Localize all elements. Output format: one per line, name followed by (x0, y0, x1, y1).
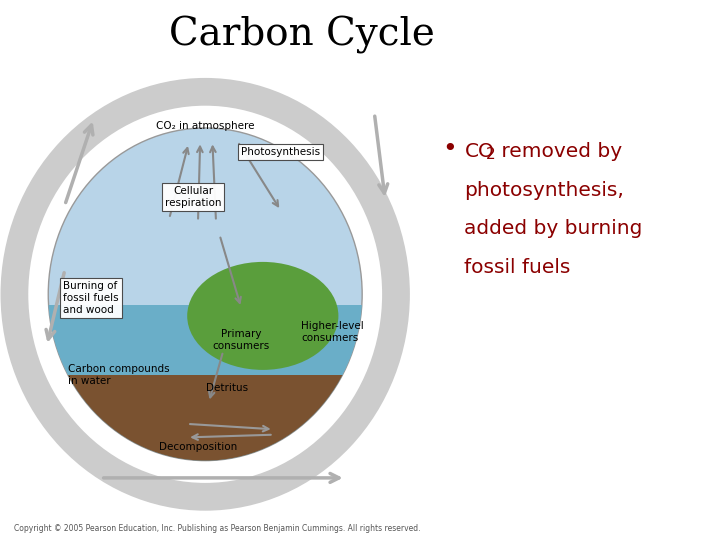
Text: fossil fuels: fossil fuels (464, 258, 571, 278)
Text: Copyright © 2005 Pearson Education, Inc. Publishing as Pearson Benjamin Cummings: Copyright © 2005 Pearson Education, Inc.… (14, 524, 421, 532)
Text: Higher-level
consumers: Higher-level consumers (301, 321, 364, 343)
Text: added by burning: added by burning (464, 219, 643, 239)
Text: Primary
consumers: Primary consumers (212, 329, 270, 351)
Ellipse shape (187, 262, 338, 370)
Text: •: • (443, 137, 457, 160)
Text: Decomposition: Decomposition (159, 442, 237, 452)
Text: CO: CO (464, 141, 494, 161)
Text: CO₂ in atmosphere: CO₂ in atmosphere (156, 120, 254, 131)
Text: Detritus: Detritus (206, 383, 248, 393)
Text: Burning of
fossil fuels
and wood: Burning of fossil fuels and wood (63, 281, 119, 315)
Bar (48, 375, 362, 461)
Text: photosynthesis,: photosynthesis, (464, 180, 624, 200)
Text: Carbon Cycle: Carbon Cycle (169, 16, 436, 54)
Text: Photosynthesis: Photosynthesis (241, 147, 320, 157)
Text: Cellular
respiration: Cellular respiration (165, 186, 221, 208)
Text: Carbon compounds
in water: Carbon compounds in water (68, 364, 170, 386)
Bar (48, 305, 362, 461)
Ellipse shape (48, 128, 362, 461)
Text: 2: 2 (486, 147, 495, 163)
Ellipse shape (37, 116, 373, 472)
Text: removed by: removed by (495, 141, 622, 161)
